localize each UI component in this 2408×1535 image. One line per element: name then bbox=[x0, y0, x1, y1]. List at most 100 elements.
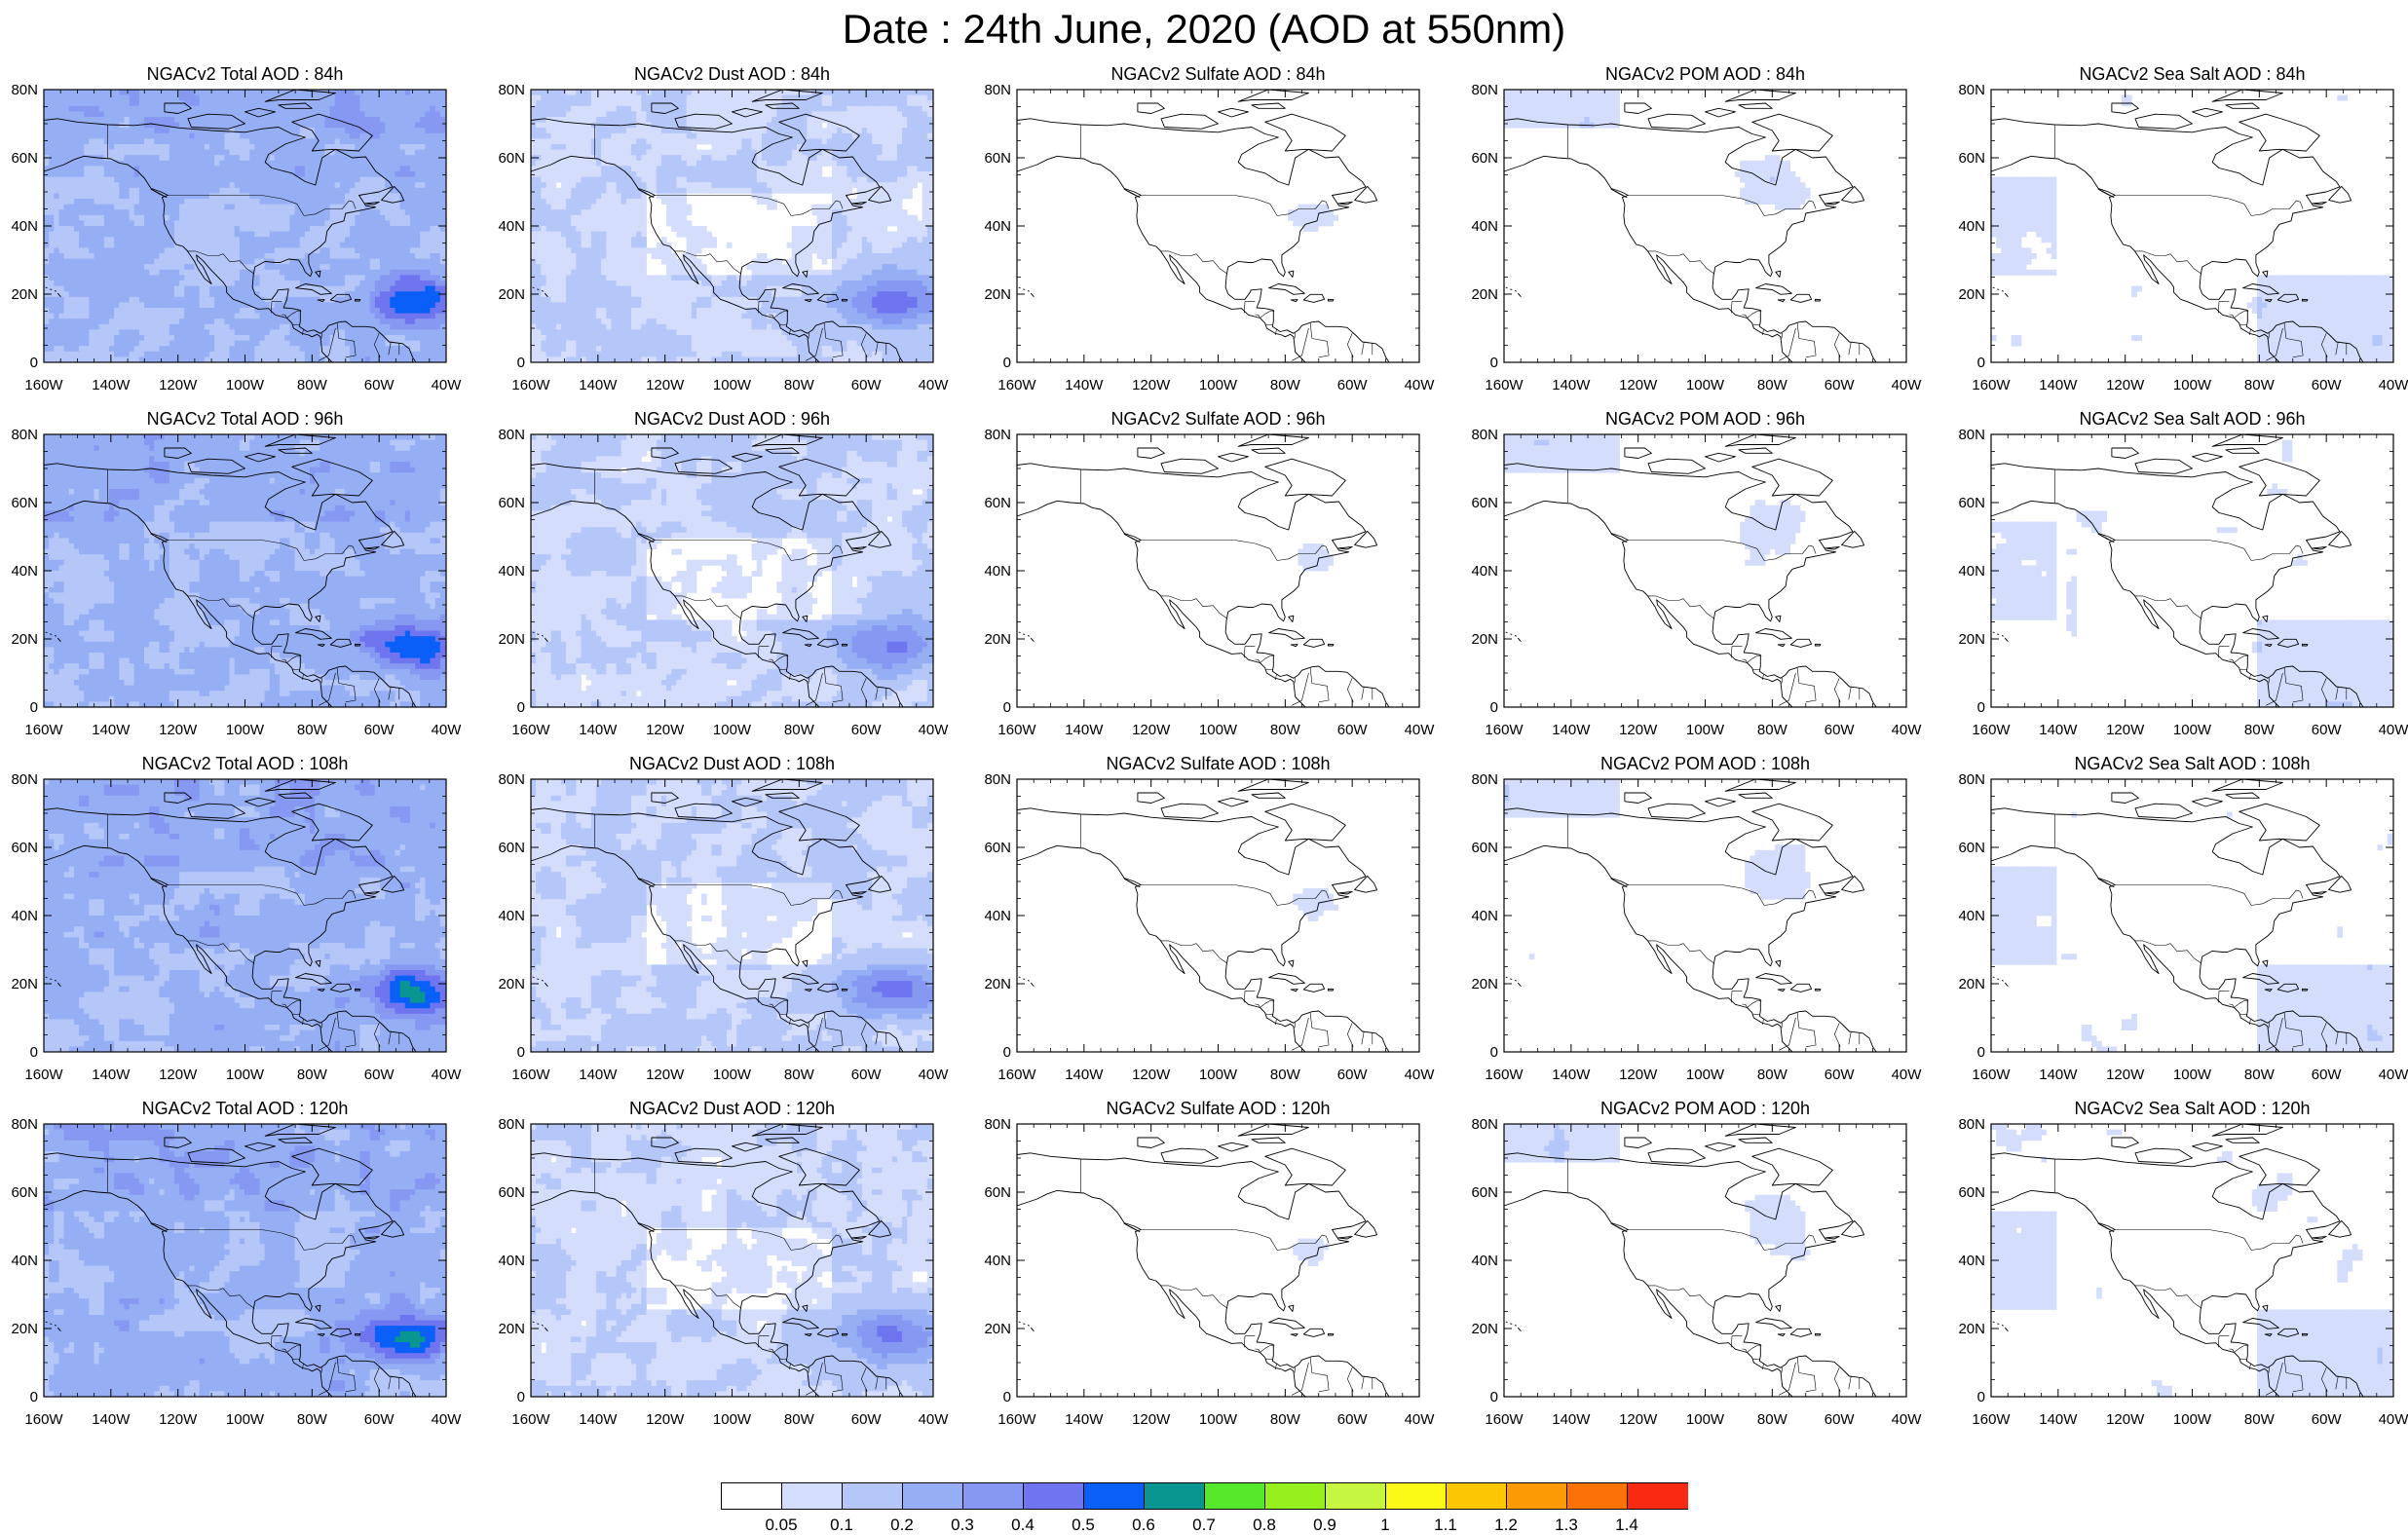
lon-tick-label: 60W bbox=[2312, 377, 2343, 393]
lon-tick-label: 60W bbox=[1337, 1411, 1369, 1428]
lon-tick-label: 80W bbox=[2244, 377, 2276, 393]
lat-tick-label: 40N bbox=[984, 908, 1011, 924]
lon-tick-label: 120W bbox=[1132, 1067, 1171, 1083]
lat-tick-label: 0 bbox=[1490, 699, 1498, 716]
lat-tick-label: 60N bbox=[1471, 150, 1498, 167]
lat-tick-label: 80N bbox=[1958, 427, 1985, 443]
lat-tick-label: 0 bbox=[517, 699, 525, 716]
colorbar-label: 0.2 bbox=[890, 1516, 914, 1535]
colorbar-label: 0.3 bbox=[951, 1516, 974, 1535]
lat-tick-label: 20N bbox=[498, 1321, 525, 1337]
lat-tick-label: 60N bbox=[498, 1184, 525, 1201]
lat-tick-label: 20N bbox=[984, 1321, 1011, 1337]
lon-tick-label: 80W bbox=[297, 377, 328, 393]
lat-tick-label: 20N bbox=[1471, 286, 1498, 303]
lat-tick-label: 80N bbox=[1958, 82, 1985, 98]
lon-tick-label: 140W bbox=[579, 377, 618, 393]
lon-tick-label: 60W bbox=[1337, 1067, 1369, 1083]
lat-tick-label: 40N bbox=[984, 563, 1011, 580]
lon-tick-label: 40W bbox=[919, 722, 950, 738]
lat-tick-label: 80N bbox=[1471, 771, 1498, 788]
colorbar-swatch bbox=[1083, 1482, 1145, 1510]
lon-tick-label: 100W bbox=[1686, 1067, 1725, 1083]
lat-tick-label: 60N bbox=[984, 840, 1011, 856]
lat-tick-label: 20N bbox=[11, 1321, 38, 1337]
lat-tick-label: 40N bbox=[1471, 908, 1498, 924]
lat-tick-label: 60N bbox=[984, 1184, 1011, 1201]
lat-tick-label: 80N bbox=[11, 771, 38, 788]
lon-tick-label: 40W bbox=[1892, 722, 1923, 738]
lon-tick-label: 140W bbox=[1065, 377, 1104, 393]
coastlines bbox=[1504, 434, 1876, 707]
lon-tick-label: 100W bbox=[713, 722, 752, 738]
lon-tick-label: 60W bbox=[1825, 1067, 1856, 1083]
colorbar-label: 0.7 bbox=[1192, 1516, 1216, 1535]
lat-tick-label: 60N bbox=[984, 150, 1011, 167]
lon-tick-label: 60W bbox=[2312, 722, 2343, 738]
lon-tick-label: 100W bbox=[1199, 1411, 1238, 1428]
lat-tick-label: 0 bbox=[1003, 699, 1011, 716]
lat-tick-label: 60N bbox=[11, 1184, 38, 1201]
lon-tick-label: 40W bbox=[1405, 1067, 1436, 1083]
lon-tick-label: 160W bbox=[1485, 1067, 1524, 1083]
lon-tick-label: 60W bbox=[1337, 377, 1369, 393]
lat-tick-label: 60N bbox=[498, 495, 525, 511]
lon-tick-label: 40W bbox=[432, 1411, 463, 1428]
lon-tick-label: 160W bbox=[511, 722, 550, 738]
lon-tick-label: 40W bbox=[2379, 722, 2408, 738]
lon-tick-label: 140W bbox=[579, 1067, 618, 1083]
lat-tick-label: 60N bbox=[1471, 1184, 1498, 1201]
colorbar-label: 0.05 bbox=[765, 1516, 797, 1535]
lon-tick-label: 80W bbox=[1757, 377, 1788, 393]
lon-tick-label: 100W bbox=[2173, 1411, 2212, 1428]
lon-tick-label: 80W bbox=[1757, 722, 1788, 738]
lon-tick-label: 60W bbox=[1825, 377, 1856, 393]
lat-tick-label: 40N bbox=[498, 218, 525, 235]
lon-tick-label: 100W bbox=[713, 1067, 752, 1083]
coastlines bbox=[1017, 434, 1389, 707]
lon-tick-label: 140W bbox=[1065, 1067, 1104, 1083]
lon-tick-label: 40W bbox=[1405, 1411, 1436, 1428]
lon-tick-label: 140W bbox=[2039, 722, 2078, 738]
lon-tick-label: 160W bbox=[1972, 377, 2011, 393]
aod-field bbox=[1288, 205, 1338, 232]
lon-tick-label: 120W bbox=[1619, 722, 1658, 738]
lat-tick-label: 0 bbox=[517, 355, 525, 371]
lon-tick-label: 80W bbox=[297, 1067, 328, 1083]
lat-tick-label: 0 bbox=[30, 699, 38, 716]
colorbar-swatch bbox=[1627, 1482, 1688, 1510]
colorbar-swatch bbox=[1325, 1482, 1386, 1510]
lon-tick-label: 40W bbox=[2379, 1067, 2408, 1083]
lat-tick-label: 40N bbox=[984, 218, 1011, 235]
lon-tick-label: 120W bbox=[1619, 1411, 1658, 1428]
country-borders bbox=[1567, 125, 1859, 360]
aod-field bbox=[1293, 888, 1338, 921]
colorbar-swatch bbox=[1144, 1482, 1205, 1510]
lat-tick-label: 0 bbox=[517, 1044, 525, 1061]
lat-tick-label: 80N bbox=[984, 771, 1011, 788]
lat-tick-label: 80N bbox=[11, 82, 38, 98]
lon-tick-label: 120W bbox=[646, 722, 685, 738]
lat-tick-label: 0 bbox=[1003, 355, 1011, 371]
coastlines bbox=[1017, 1124, 1389, 1397]
lat-tick-label: 40N bbox=[11, 1253, 38, 1269]
lat-tick-label: 0 bbox=[1490, 1389, 1498, 1405]
lon-tick-label: 160W bbox=[997, 377, 1036, 393]
lat-tick-label: 40N bbox=[1471, 1253, 1498, 1269]
lat-tick-label: 80N bbox=[11, 1116, 38, 1133]
lat-tick-label: 40N bbox=[1958, 563, 1985, 580]
lon-tick-label: 40W bbox=[432, 722, 463, 738]
lon-tick-label: 100W bbox=[2173, 377, 2212, 393]
